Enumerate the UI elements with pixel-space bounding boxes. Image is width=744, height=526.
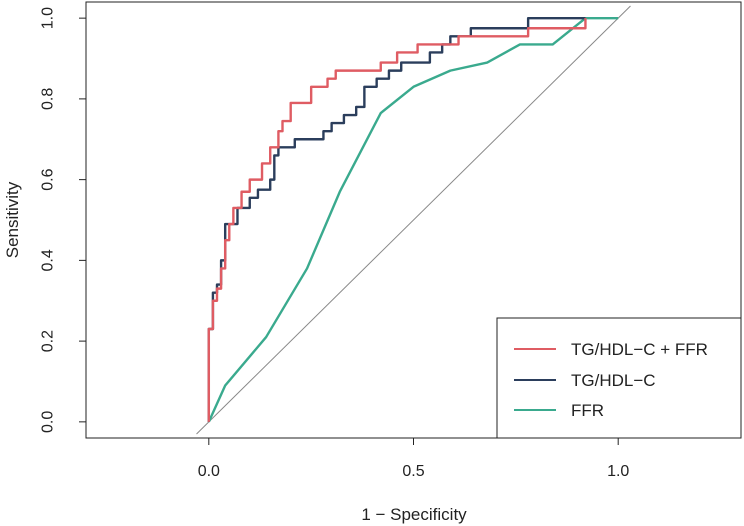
legend-label: TG/HDL−C	[571, 371, 656, 390]
y-tick-label: 0.4	[40, 249, 57, 271]
legend: TG/HDL−C + FFR TG/HDL−C FFR	[496, 317, 742, 439]
y-tick-label: 0.0	[40, 411, 57, 433]
x-axis: 0.0 0.5 1.0	[198, 437, 629, 480]
legend-label: TG/HDL−C + FFR	[571, 340, 708, 359]
roc-curves	[207, 16, 619, 423]
y-axis-title: Sensitivity	[3, 181, 22, 258]
roc-curve-2	[207, 16, 619, 423]
y-tick-label: 0.2	[40, 330, 57, 352]
legend-label: FFR	[571, 401, 604, 420]
chance-diagonal-line	[196, 5, 631, 435]
x-tick-label: 0.0	[198, 463, 220, 480]
y-tick-label: 0.8	[40, 88, 57, 110]
y-axis: 0.0 0.2 0.4 0.6 0.8 1.0	[40, 7, 87, 433]
x-tick-label: 0.5	[402, 463, 424, 480]
x-axis-title: 1 − Specificity	[361, 505, 467, 524]
legend-box	[496, 317, 742, 439]
x-tick-label: 1.0	[607, 463, 629, 480]
y-tick-label: 1.0	[40, 7, 57, 29]
roc-curve-0	[207, 18, 587, 422]
y-tick-label: 0.6	[40, 168, 57, 190]
